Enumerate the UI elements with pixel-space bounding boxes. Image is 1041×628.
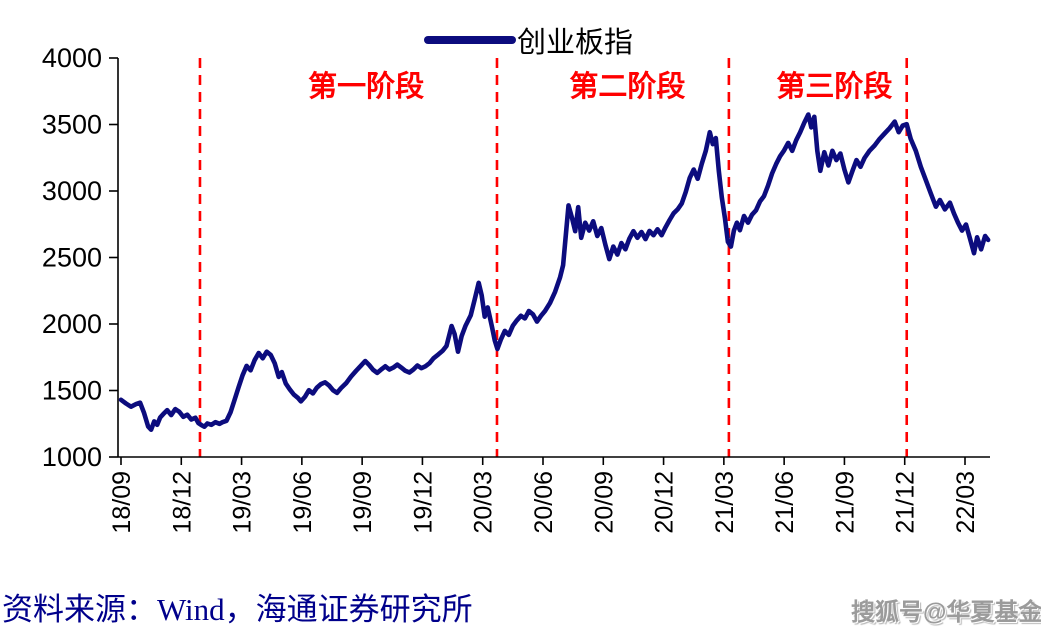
x-tick-label: 21/06: [771, 471, 799, 534]
x-tick-label: 21/12: [892, 471, 920, 534]
x-tick-label: 21/03: [711, 471, 739, 534]
x-tick-label: 20/03: [470, 471, 498, 534]
x-tick-label: 19/03: [229, 471, 257, 534]
x-tick-label: 20/06: [530, 471, 558, 534]
watermark: 搜狐号@华夏基金: [851, 599, 1041, 626]
y-tick-label: 1500: [42, 376, 102, 406]
x-tick-label: 19/09: [349, 471, 377, 534]
stage-label: 第三阶段: [776, 69, 892, 103]
source-text: 资料来源：Wind，海通证券研究所: [2, 592, 473, 627]
x-tick-label: 20/09: [590, 471, 618, 534]
x-tick-label: 22/03: [952, 471, 980, 534]
y-tick-label: 2000: [42, 309, 102, 339]
x-tick-label: 21/09: [831, 471, 859, 534]
y-tick-label: 4000: [42, 43, 102, 73]
y-tick-label: 3000: [42, 176, 102, 206]
x-tick-label: 18/12: [168, 471, 196, 534]
y-tick-label: 1000: [42, 442, 102, 472]
x-tick-label: 18/09: [108, 471, 136, 534]
y-tick-label: 3500: [42, 110, 102, 140]
stage-label: 第一阶段: [308, 69, 424, 103]
stage-label: 第二阶段: [569, 69, 685, 103]
x-tick-label: 19/06: [289, 471, 317, 534]
chinext-index-chart: 第一阶段 第二阶段 第三阶段 1000 1500 2000 2500 3000 3500 4000…: [42, 26, 991, 534]
x-tick-label: 20/12: [651, 471, 679, 534]
x-tick-label: 19/12: [409, 471, 437, 534]
index-line: [118, 112, 991, 433]
legend-label: 创业板指: [517, 26, 633, 59]
y-tick-label: 2500: [42, 243, 102, 273]
